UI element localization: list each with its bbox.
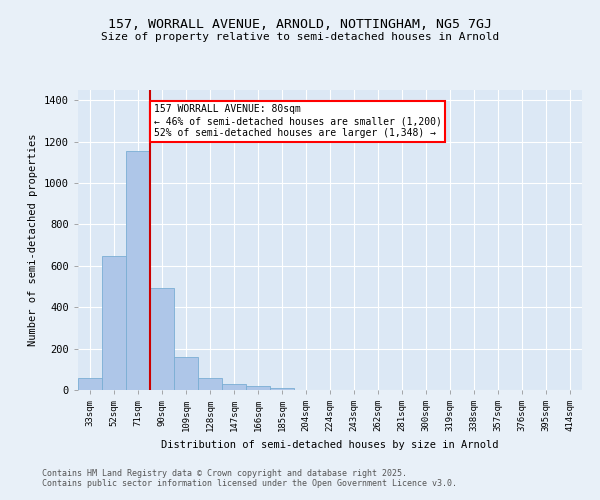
X-axis label: Distribution of semi-detached houses by size in Arnold: Distribution of semi-detached houses by … <box>161 440 499 450</box>
Bar <box>198 378 222 390</box>
Text: 157, WORRALL AVENUE, ARNOLD, NOTTINGHAM, NG5 7GJ: 157, WORRALL AVENUE, ARNOLD, NOTTINGHAM,… <box>108 18 492 30</box>
Text: Contains public sector information licensed under the Open Government Licence v3: Contains public sector information licen… <box>42 478 457 488</box>
Y-axis label: Number of semi-detached properties: Number of semi-detached properties <box>28 134 38 346</box>
Bar <box>150 288 174 390</box>
Text: Size of property relative to semi-detached houses in Arnold: Size of property relative to semi-detach… <box>101 32 499 42</box>
Bar <box>174 357 198 390</box>
Bar <box>222 384 246 390</box>
Bar <box>102 256 126 390</box>
Text: 157 WORRALL AVENUE: 80sqm
← 46% of semi-detached houses are smaller (1,200)
52% : 157 WORRALL AVENUE: 80sqm ← 46% of semi-… <box>154 104 442 138</box>
Bar <box>126 151 150 390</box>
Bar <box>270 388 294 390</box>
Text: Contains HM Land Registry data © Crown copyright and database right 2025.: Contains HM Land Registry data © Crown c… <box>42 468 407 477</box>
Bar <box>246 386 270 390</box>
Bar <box>78 378 102 390</box>
